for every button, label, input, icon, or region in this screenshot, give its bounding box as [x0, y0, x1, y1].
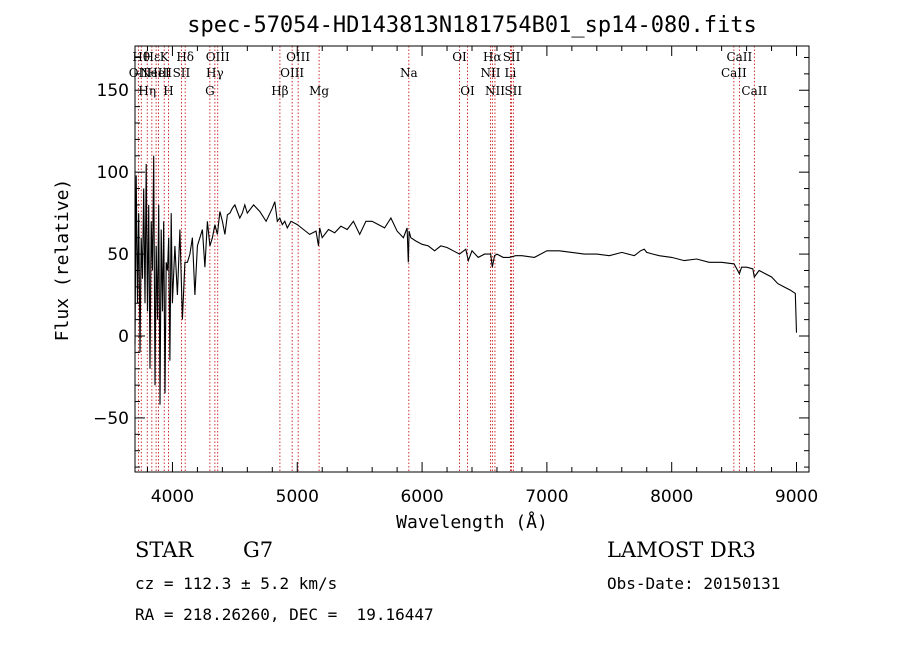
object-class: STAR [135, 538, 194, 562]
coordinates: RA = 218.26260, DEC = 19.16447 [135, 605, 434, 624]
line-marker-label: NII [485, 84, 505, 98]
line-marker-label: Hβ [271, 84, 288, 98]
line-marker-label: Hε [144, 50, 161, 64]
line-marker-label: CaII [726, 50, 752, 64]
line-marker-label: OIII [280, 66, 304, 80]
line-marker-label: Li [505, 66, 517, 80]
spectral-line-markers [137, 46, 755, 472]
x-tick-label: 6000 [400, 487, 443, 507]
line-marker-label: Na [400, 66, 418, 80]
line-marker-label: Hθ [132, 50, 150, 64]
x-tick-label: 4000 [151, 487, 194, 507]
line-marker-label: Hδ [176, 50, 194, 64]
line-marker-label: Hη [138, 84, 156, 98]
line-marker-label: OI [460, 84, 475, 98]
line-marker-label: OIII [206, 50, 230, 64]
y-axis-ticks: −50 0 50 100 150 [93, 56, 809, 468]
observation-date: Obs-Date: 20150131 [607, 574, 780, 593]
x-tick-label: 9000 [775, 487, 818, 507]
survey-name: LAMOST DR3 [607, 538, 756, 562]
chart-title: spec-57054-HD143813N181754B01_sp14-080.f… [187, 13, 757, 38]
line-marker-label: CaII [721, 66, 747, 80]
line-marker-label: OII [129, 66, 149, 80]
line-marker-label: Mg [309, 84, 329, 98]
y-tick-label: 50 [107, 245, 129, 265]
line-marker-label: NeIII [140, 66, 172, 80]
redshift-velocity: cz = 112.3 ± 5.2 km/s [135, 574, 337, 593]
y-tick-label: −50 [93, 409, 129, 429]
line-marker-label: SII [503, 50, 521, 64]
plot-frame [134, 45, 810, 473]
x-tick-label: 8000 [650, 487, 693, 507]
line-marker-label: Hα [483, 50, 502, 64]
line-marker-label: OIII [286, 50, 310, 64]
line-marker-label: H [163, 84, 173, 98]
spectrum-line [134, 155, 798, 405]
x-axis-ticks: 4000 5000 6000 7000 8000 9000 [146, 46, 818, 507]
y-tick-label: 150 [97, 81, 129, 101]
y-tick-label: 100 [97, 163, 129, 183]
line-marker-label: Hγ [206, 66, 224, 80]
y-tick-label: 0 [118, 327, 129, 347]
line-marker-label: SII [173, 66, 191, 80]
spectral-line-labels: OIIHθHηHεNeIIIHeIKHSIIHδGHγOIIIHβOIIIOII… [129, 50, 768, 98]
line-marker-label: NII [480, 66, 500, 80]
line-marker-label: G [205, 84, 215, 98]
line-marker-label: CaII [741, 84, 767, 98]
x-tick-label: 7000 [525, 487, 568, 507]
line-marker-label: OI [452, 50, 467, 64]
line-marker-label: SII [504, 84, 522, 98]
y-axis-label: Flux (relative) [52, 179, 73, 342]
line-marker-label: K [160, 50, 170, 64]
x-axis-label: Wavelength (Å) [396, 511, 548, 533]
object-subclass: G7 [243, 538, 273, 562]
x-tick-label: 5000 [276, 487, 319, 507]
line-marker-label: HeI [147, 66, 170, 80]
